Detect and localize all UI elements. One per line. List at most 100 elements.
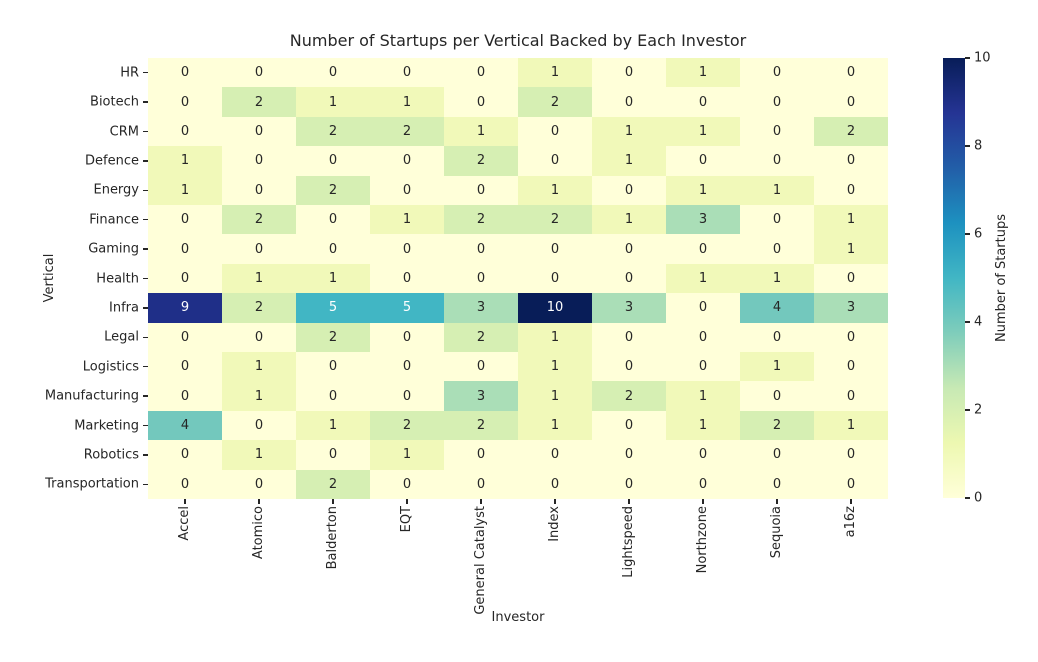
heatmap-cell: 0 bbox=[592, 410, 666, 441]
heatmap-cell: 0 bbox=[148, 204, 222, 235]
heatmap-cell: 0 bbox=[222, 146, 296, 176]
heatmap-cell: 0 bbox=[148, 263, 222, 294]
heatmap-cell: 0 bbox=[296, 146, 370, 176]
heatmap-cell: 4 bbox=[740, 293, 814, 323]
heatmap-cell: 2 bbox=[370, 116, 444, 147]
y-tick-label: Logistics bbox=[82, 359, 139, 375]
heatmap-cell: 1 bbox=[518, 381, 592, 411]
heatmap-cell: 2 bbox=[296, 322, 370, 352]
heatmap-cell: 0 bbox=[518, 234, 592, 264]
y-tick-label: Robotics bbox=[83, 447, 139, 463]
heatmap-cell: 0 bbox=[148, 322, 222, 352]
y-tick-mark bbox=[143, 395, 148, 397]
heatmap-cell: 1 bbox=[592, 204, 666, 235]
heatmap-cell: 0 bbox=[370, 322, 444, 352]
heatmap-cell: 1 bbox=[296, 263, 370, 294]
heatmap-cell: 0 bbox=[370, 58, 444, 88]
heatmap-cell: 2 bbox=[740, 410, 814, 441]
heatmap-cell: 0 bbox=[222, 116, 296, 147]
x-tick-mark bbox=[702, 499, 704, 504]
colorbar-tick-mark bbox=[965, 497, 970, 499]
y-tick-label: Finance bbox=[89, 212, 139, 228]
heatmap-cell: 1 bbox=[370, 87, 444, 117]
heatmap-cell: 3 bbox=[592, 293, 666, 323]
colorbar-tick-mark bbox=[965, 321, 970, 323]
heatmap-cell: 1 bbox=[666, 58, 740, 88]
heatmap-cell: 1 bbox=[518, 322, 592, 352]
colorbar-label: Number of Startups bbox=[994, 213, 1009, 343]
heatmap-cell: 0 bbox=[518, 116, 592, 147]
y-tick-mark bbox=[143, 424, 148, 427]
y-tick-label: Health bbox=[96, 271, 139, 286]
heatmap-cell: 1 bbox=[592, 116, 666, 147]
y-tick-mark bbox=[143, 130, 148, 133]
heatmap-cell: 2 bbox=[592, 381, 666, 411]
x-tick-label: Balderton bbox=[325, 506, 340, 570]
heatmap-cell: 2 bbox=[296, 175, 370, 205]
heatmap-cell: 1 bbox=[518, 58, 592, 88]
heatmap-cell: 1 bbox=[666, 263, 740, 294]
heatmap-cell: 1 bbox=[518, 351, 592, 382]
heatmap-cell: 0 bbox=[370, 263, 444, 294]
heatmap-cell: 1 bbox=[148, 146, 222, 176]
heatmap-cell: 0 bbox=[814, 440, 888, 470]
heatmap-cell: 2 bbox=[444, 204, 518, 235]
heatmap-cell: 0 bbox=[222, 469, 296, 499]
heatmap-cell: 1 bbox=[370, 204, 444, 235]
heatmap-cell: 5 bbox=[296, 293, 370, 323]
x-tick-label: EQT bbox=[399, 506, 414, 533]
heatmap-cell: 0 bbox=[222, 322, 296, 352]
heatmap-cell: 3 bbox=[666, 204, 740, 235]
heatmap-cell: 0 bbox=[814, 175, 888, 205]
heatmap-cell: 0 bbox=[592, 351, 666, 382]
heatmap-cell: 1 bbox=[444, 116, 518, 147]
heatmap-cell: 0 bbox=[370, 234, 444, 264]
heatmap-cell: 0 bbox=[740, 87, 814, 117]
heatmap-cell: 0 bbox=[740, 234, 814, 264]
heatmap-cell: 1 bbox=[666, 116, 740, 147]
heatmap-cell: 1 bbox=[740, 263, 814, 294]
heatmap-cell: 0 bbox=[666, 440, 740, 470]
heatmap-cell: 0 bbox=[592, 440, 666, 470]
x-tick-label: Sequoia bbox=[769, 506, 784, 559]
heatmap-cell: 0 bbox=[296, 381, 370, 411]
heatmap-cell: 0 bbox=[148, 381, 222, 411]
heatmap-cell: 0 bbox=[814, 351, 888, 382]
heatmap-cell: 0 bbox=[444, 263, 518, 294]
heatmap-cell: 0 bbox=[518, 263, 592, 294]
heatmap-cell: 0 bbox=[666, 146, 740, 176]
heatmap-cell: 3 bbox=[444, 381, 518, 411]
y-tick-mark bbox=[143, 336, 148, 339]
heatmap-cell: 1 bbox=[740, 351, 814, 382]
colorbar-tick-mark bbox=[965, 57, 970, 59]
colorbar-tick-label: 0 bbox=[974, 490, 983, 506]
heatmap-cell: 0 bbox=[370, 146, 444, 176]
heatmap-cell: 2 bbox=[370, 410, 444, 441]
colorbar-gradient bbox=[943, 58, 965, 498]
heatmap-cell: 0 bbox=[740, 146, 814, 176]
colorbar-tick-label: 6 bbox=[974, 226, 983, 242]
heatmap-cell: 1 bbox=[222, 351, 296, 382]
y-tick-mark bbox=[143, 277, 148, 280]
heatmap-cell: 0 bbox=[148, 87, 222, 117]
y-tick-mark bbox=[143, 483, 148, 486]
y-tick-mark bbox=[143, 160, 148, 162]
y-tick-mark bbox=[143, 101, 148, 103]
x-tick-label: Northzone bbox=[695, 506, 710, 574]
y-tick-mark bbox=[143, 307, 148, 309]
y-tick-label: Gaming bbox=[88, 241, 139, 257]
heatmap-cell: 0 bbox=[444, 469, 518, 499]
y-tick-mark bbox=[143, 365, 148, 368]
heatmap-cell: 0 bbox=[814, 58, 888, 88]
x-tick-mark bbox=[776, 499, 778, 504]
heatmap-cell: 0 bbox=[296, 58, 370, 88]
heatmap-cell: 0 bbox=[444, 87, 518, 117]
heatmap-cell: 2 bbox=[814, 116, 888, 147]
heatmap-cell: 1 bbox=[518, 175, 592, 205]
heatmap-cell: 5 bbox=[370, 293, 444, 323]
heatmap-cell: 2 bbox=[518, 204, 592, 235]
heatmap-cell: 0 bbox=[148, 116, 222, 147]
heatmap-cell: 0 bbox=[666, 351, 740, 382]
y-tick-mark bbox=[143, 189, 148, 192]
